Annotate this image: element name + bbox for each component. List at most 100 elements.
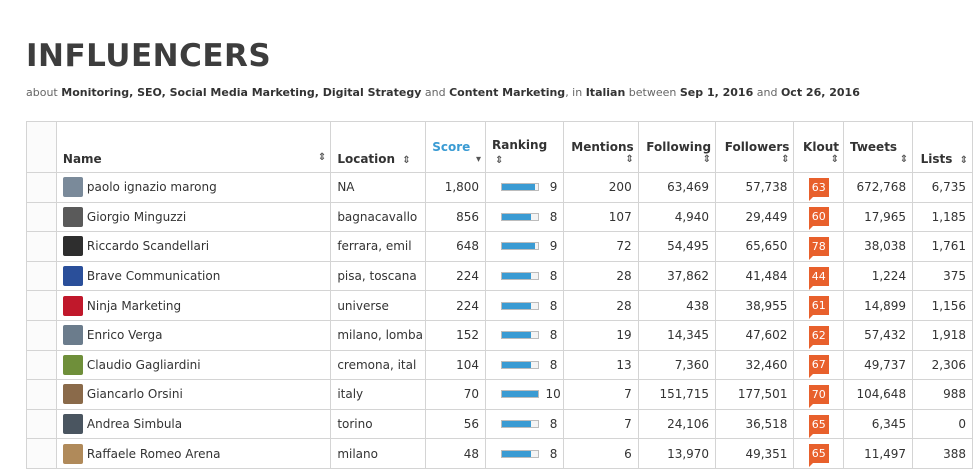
header-location-label: Location xyxy=(337,152,396,166)
header-tweets[interactable]: Tweets ⇕ xyxy=(842,121,914,173)
header-klout[interactable]: Klout ⇕ xyxy=(793,121,844,173)
following-cell: 54,495 xyxy=(637,231,717,262)
followers-cell: 36,518 xyxy=(715,408,795,440)
ranking-bar-fill xyxy=(502,273,532,280)
influencer-name[interactable]: Giorgio Minguzzi xyxy=(86,209,187,224)
header-following[interactable]: Following ⇕ xyxy=(637,121,717,173)
table-row[interactable]: Brave Communication pisa, toscana 224 8 28 37… xyxy=(26,260,973,292)
row-select-cell[interactable] xyxy=(26,290,57,321)
row-select-cell[interactable] xyxy=(26,438,57,469)
header-name[interactable]: Name ⇕ xyxy=(55,121,332,173)
influencer-name[interactable]: Andrea Simbula xyxy=(86,417,183,432)
ranking-value: 8 xyxy=(549,209,558,224)
name-cell[interactable]: Riccardo Scandellari xyxy=(55,231,332,262)
sort-icon[interactable]: ⇕ xyxy=(781,154,790,165)
sort-icon[interactable]: ⇕ xyxy=(959,155,968,166)
following-cell: 63,469 xyxy=(637,172,717,203)
row-select-cell[interactable] xyxy=(26,172,57,203)
sort-icon[interactable]: ⇕ xyxy=(830,154,839,165)
location-cell: italy xyxy=(330,379,427,410)
name-cell[interactable]: Andrea Simbula xyxy=(55,408,332,440)
table-row[interactable]: Raffaele Romeo Arena milano 48 8 6 13,970 49,3… xyxy=(26,438,973,469)
lists-cell: 388 xyxy=(912,438,973,469)
name-cell[interactable]: Raffaele Romeo Arena xyxy=(55,438,332,469)
avatar xyxy=(62,206,83,227)
table-row[interactable]: Giorgio Minguzzi bagnacavallo 856 8 107 4,940… xyxy=(26,201,973,233)
row-select-cell[interactable] xyxy=(26,379,57,410)
header-followers[interactable]: Followers ⇕ xyxy=(715,121,795,173)
ranking-cell: 8 xyxy=(485,290,565,321)
ranking-value: 9 xyxy=(549,180,558,195)
row-select-cell[interactable] xyxy=(26,319,57,351)
name-cell[interactable]: Giorgio Minguzzi xyxy=(55,201,332,233)
followers-cell: 57,738 xyxy=(715,172,795,203)
tweets-cell: 49,737 xyxy=(842,349,914,381)
sort-icon[interactable]: ⇕ xyxy=(899,154,909,165)
klout-badge: 62 xyxy=(808,325,829,349)
table-row[interactable]: Giancarlo Orsini italy 70 10 7 151,715 177,501… xyxy=(26,379,973,410)
table-row[interactable]: Claudio Gagliardini cremona, ital 104 8 13 7,… xyxy=(26,349,973,381)
ranking-bar xyxy=(501,331,540,340)
klout-cell: 63 xyxy=(793,172,844,203)
ranking-cell: 9 xyxy=(485,231,565,262)
ranking-cell: 10 xyxy=(485,379,565,410)
followers-cell: 38,955 xyxy=(715,290,795,321)
name-cell[interactable]: Claudio Gagliardini xyxy=(55,349,332,381)
lists-cell: 988 xyxy=(912,379,973,410)
sort-icon[interactable]: ⇕ xyxy=(702,154,712,165)
ranking-cell: 8 xyxy=(485,201,565,233)
table-body: paolo ignazio marong NA 1,800 9 200 63,469 57,… xyxy=(26,172,973,469)
name-cell[interactable]: Giancarlo Orsini xyxy=(55,379,332,410)
sort-icon[interactable]: ⇕ xyxy=(625,154,634,165)
influencer-name[interactable]: Claudio Gagliardini xyxy=(86,357,201,372)
row-select-cell[interactable] xyxy=(26,349,57,381)
sort-icon[interactable]: ⇕ xyxy=(317,152,327,163)
header-score[interactable]: Score ▾ xyxy=(425,121,487,173)
score-cell: 1,800 xyxy=(425,172,487,203)
influencer-name[interactable]: Riccardo Scandellari xyxy=(86,239,210,254)
influencer-name[interactable]: Ninja Marketing xyxy=(86,298,182,313)
header-select-column xyxy=(26,121,57,173)
table-row[interactable]: paolo ignazio marong NA 1,800 9 200 63,469 57,… xyxy=(26,172,973,203)
location-cell: universe xyxy=(330,290,427,321)
row-select-cell[interactable] xyxy=(26,201,57,233)
row-select-cell[interactable] xyxy=(26,408,57,440)
header-lists[interactable]: Lists ⇕ xyxy=(912,121,973,173)
sort-icon[interactable]: ⇕ xyxy=(495,155,504,166)
sort-down-icon[interactable]: ▾ xyxy=(476,154,482,165)
avatar xyxy=(62,236,83,257)
influencer-name[interactable]: Giancarlo Orsini xyxy=(86,387,183,402)
header-location[interactable]: Location ⇕ xyxy=(330,121,427,173)
klout-cell: 61 xyxy=(793,290,844,321)
followers-cell: 49,351 xyxy=(715,438,795,469)
influencer-name[interactable]: Enrico Verga xyxy=(86,328,163,343)
table-row[interactable]: Enrico Verga milano, lomba 152 8 19 14,345 47,… xyxy=(26,319,973,351)
header-mentions[interactable]: Mentions ⇕ xyxy=(563,121,639,173)
lists-cell: 6,735 xyxy=(912,172,973,203)
influencer-name[interactable]: Brave Communication xyxy=(86,269,221,284)
influencers-table: Name ⇕ Location ⇕ Score ▾ Ranking ⇕ Ment… xyxy=(26,121,973,469)
name-cell[interactable]: paolo ignazio marong xyxy=(55,172,332,203)
header-ranking[interactable]: Ranking ⇕ xyxy=(485,121,565,173)
sort-icon[interactable]: ⇕ xyxy=(402,155,411,166)
row-select-cell[interactable] xyxy=(26,260,57,292)
klout-badge: 67 xyxy=(808,355,829,379)
klout-cell: 70 xyxy=(793,379,844,410)
ranking-value: 9 xyxy=(549,239,558,254)
row-select-cell[interactable] xyxy=(26,231,57,262)
ranking-value: 8 xyxy=(549,417,558,432)
header-name-label: Name xyxy=(62,152,102,166)
table-row[interactable]: Riccardo Scandellari ferrara, emil 648 9 72 5… xyxy=(26,231,973,262)
table-row[interactable]: Ninja Marketing universe 224 8 28 438 38,955 61… xyxy=(26,290,973,321)
name-cell[interactable]: Ninja Marketing xyxy=(55,290,332,321)
klout-cell: 60 xyxy=(793,201,844,233)
avatar xyxy=(62,384,83,405)
name-cell[interactable]: Brave Communication xyxy=(55,260,332,292)
lists-cell: 1,761 xyxy=(912,231,973,262)
subtitle-topic-last: Content Marketing xyxy=(449,86,566,99)
influencer-name[interactable]: Raffaele Romeo Arena xyxy=(86,446,221,461)
name-cell[interactable]: Enrico Verga xyxy=(55,319,332,351)
influencer-name[interactable]: paolo ignazio marong xyxy=(86,180,217,195)
tweets-cell: 6,345 xyxy=(842,408,914,440)
table-row[interactable]: Andrea Simbula torino 56 8 7 24,106 36,518 65 6,… xyxy=(26,408,973,440)
